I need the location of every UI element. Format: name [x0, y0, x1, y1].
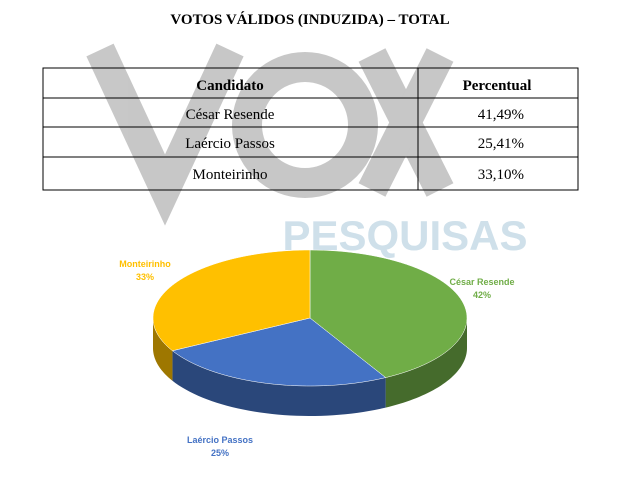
slice-side	[385, 318, 467, 408]
pie-slice	[309, 249, 468, 378]
slice-value-label: 25%	[211, 448, 229, 458]
slice-label: Laércio Passos	[187, 435, 253, 445]
pie-slice	[152, 249, 311, 352]
table-cell: 25,41%	[478, 136, 524, 152]
table-header: Percentual	[463, 78, 532, 94]
slice-label: Monteirinho	[119, 259, 171, 269]
logo-o	[232, 52, 378, 198]
pie-chart: César Resende 42% Laércio Passos 25% Monteir…	[119, 249, 515, 458]
slice-value-label: 42%	[473, 290, 491, 300]
slice-value-label: 33%	[136, 272, 154, 282]
doc-title: VOTOS VÁLIDOS (INDUZIDA) – TOTAL	[170, 11, 449, 28]
table-cell: Monteirinho	[193, 167, 268, 183]
table-cell: César Resende	[186, 107, 275, 123]
slice-label: César Resende	[449, 277, 514, 287]
slice-side	[153, 318, 173, 381]
table-header: Candidato	[196, 78, 264, 94]
pie-slice	[171, 317, 387, 387]
table	[42, 67, 579, 191]
table-cell: 33,10%	[478, 167, 524, 183]
table-border	[42, 67, 579, 191]
logo-x	[358, 48, 454, 197]
table-cell: Laércio Passos	[185, 136, 275, 152]
slice-side	[172, 350, 386, 416]
table-cell: 41,49%	[478, 107, 524, 123]
